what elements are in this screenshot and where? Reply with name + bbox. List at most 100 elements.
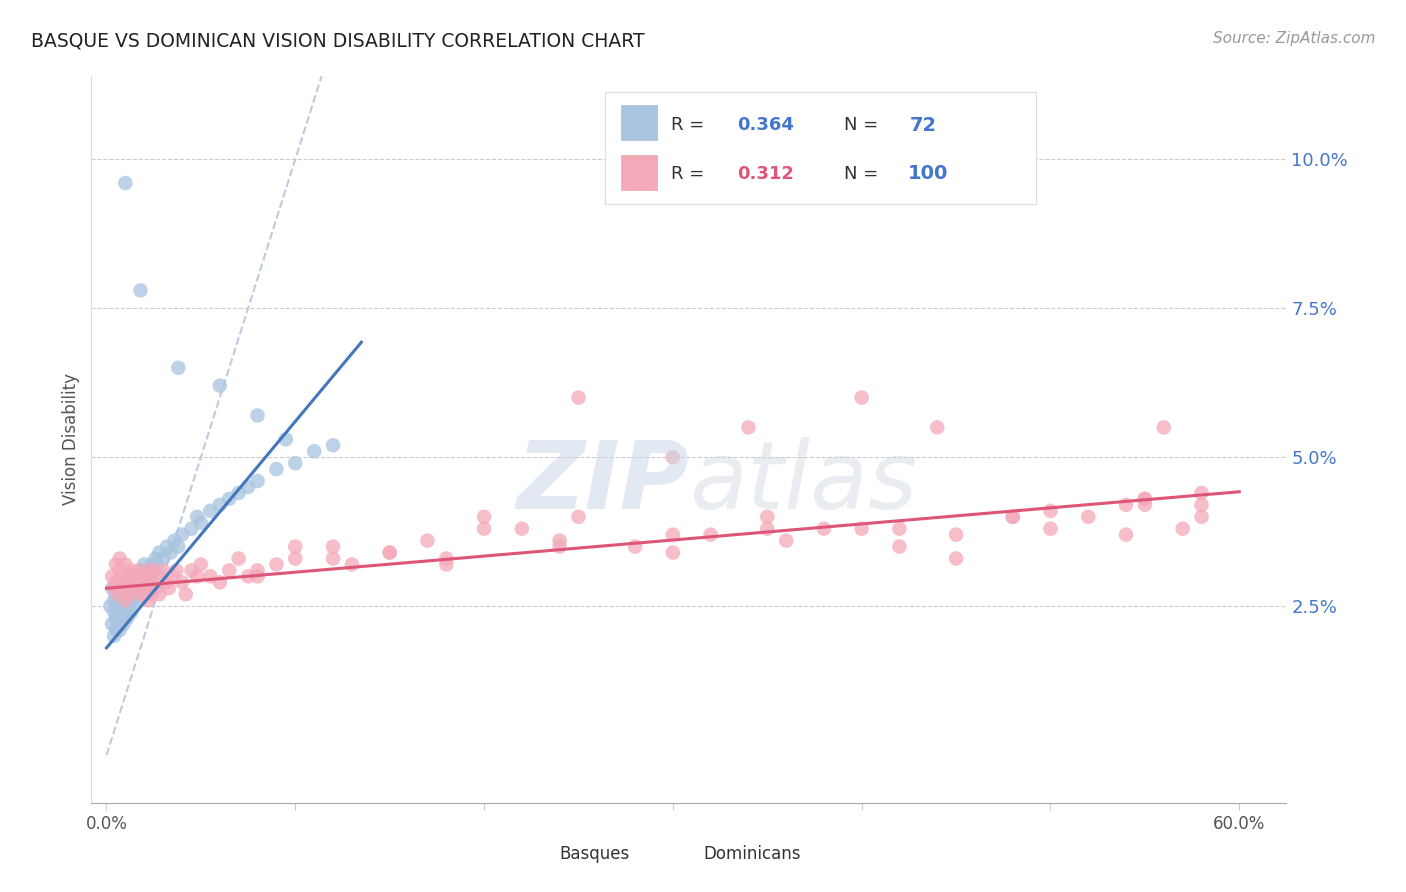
Point: [107, 582, 129, 596]
Point: [434, 558, 457, 572]
Point: [136, 563, 159, 577]
Point: [108, 563, 131, 577]
Point: [141, 558, 163, 572]
Point: [165, 563, 187, 577]
Point: [103, 629, 125, 643]
Point: [889, 522, 911, 536]
Point: [104, 575, 127, 590]
Point: [117, 587, 139, 601]
Point: [110, 611, 132, 625]
Point: [322, 438, 344, 452]
Point: [1115, 527, 1137, 541]
Point: [813, 522, 835, 536]
Point: [135, 582, 157, 596]
Point: [208, 575, 231, 590]
Point: [218, 491, 240, 506]
Point: [157, 582, 180, 596]
Point: [118, 569, 141, 583]
Point: [120, 563, 142, 577]
Point: [152, 563, 174, 577]
Point: [246, 474, 269, 488]
Point: [142, 563, 165, 577]
Text: 0.364: 0.364: [737, 117, 793, 135]
Point: [145, 551, 167, 566]
Point: [142, 575, 165, 590]
Point: [103, 605, 125, 619]
Point: [284, 551, 307, 566]
Point: [129, 283, 152, 297]
Point: [112, 582, 135, 596]
Point: [472, 509, 495, 524]
Point: [141, 587, 163, 601]
Point: [167, 360, 190, 375]
Point: [114, 593, 136, 607]
Point: [1115, 498, 1137, 512]
Point: [128, 582, 150, 596]
Point: [756, 509, 779, 524]
Point: [125, 569, 148, 583]
Point: [104, 587, 127, 601]
Point: [945, 527, 967, 541]
Point: [662, 527, 685, 541]
Text: BASQUE VS DOMINICAN VISION DISABILITY CORRELATION CHART: BASQUE VS DOMINICAN VISION DISABILITY CO…: [31, 31, 644, 50]
Point: [101, 617, 124, 632]
Point: [548, 540, 571, 554]
Point: [114, 176, 136, 190]
Text: R =: R =: [671, 117, 704, 135]
Point: [163, 533, 186, 548]
Point: [145, 582, 167, 596]
FancyBboxPatch shape: [621, 155, 657, 190]
Point: [108, 551, 131, 566]
Point: [117, 575, 139, 590]
Point: [1001, 509, 1024, 524]
Point: [117, 611, 139, 625]
Point: [416, 533, 439, 548]
Point: [101, 569, 124, 583]
Point: [186, 569, 208, 583]
FancyBboxPatch shape: [621, 105, 657, 140]
Point: [104, 599, 127, 614]
Text: Dominicans: Dominicans: [703, 845, 801, 863]
Point: [662, 545, 685, 559]
Y-axis label: Vision Disability: Vision Disability: [62, 374, 80, 505]
Text: Basques: Basques: [560, 845, 630, 863]
Point: [103, 593, 125, 607]
Point: [112, 617, 135, 632]
Point: [131, 575, 153, 590]
Point: [122, 593, 145, 607]
Point: [1039, 522, 1062, 536]
Point: [134, 558, 156, 572]
Text: 72: 72: [910, 116, 938, 135]
Point: [129, 587, 152, 601]
Point: [156, 575, 179, 590]
Point: [472, 522, 495, 536]
Point: [208, 498, 231, 512]
Point: [378, 545, 401, 559]
Point: [228, 486, 250, 500]
Point: [510, 522, 533, 536]
Point: [1133, 491, 1156, 506]
FancyBboxPatch shape: [659, 844, 693, 863]
Point: [190, 558, 212, 572]
Point: [889, 540, 911, 554]
Point: [284, 540, 307, 554]
Point: [927, 420, 949, 434]
Point: [1171, 522, 1194, 536]
Point: [114, 582, 136, 596]
Point: [737, 420, 759, 434]
FancyBboxPatch shape: [516, 844, 550, 863]
Text: N =: N =: [844, 117, 879, 135]
Point: [108, 605, 131, 619]
Point: [1191, 486, 1213, 500]
Point: [567, 391, 589, 405]
Point: [159, 545, 181, 559]
Point: [228, 551, 250, 566]
Point: [104, 611, 127, 625]
Point: [110, 599, 132, 614]
Point: [114, 605, 136, 619]
Text: R =: R =: [671, 165, 704, 183]
Point: [434, 551, 457, 566]
Point: [200, 504, 222, 518]
Point: [378, 545, 401, 559]
Point: [322, 540, 344, 554]
